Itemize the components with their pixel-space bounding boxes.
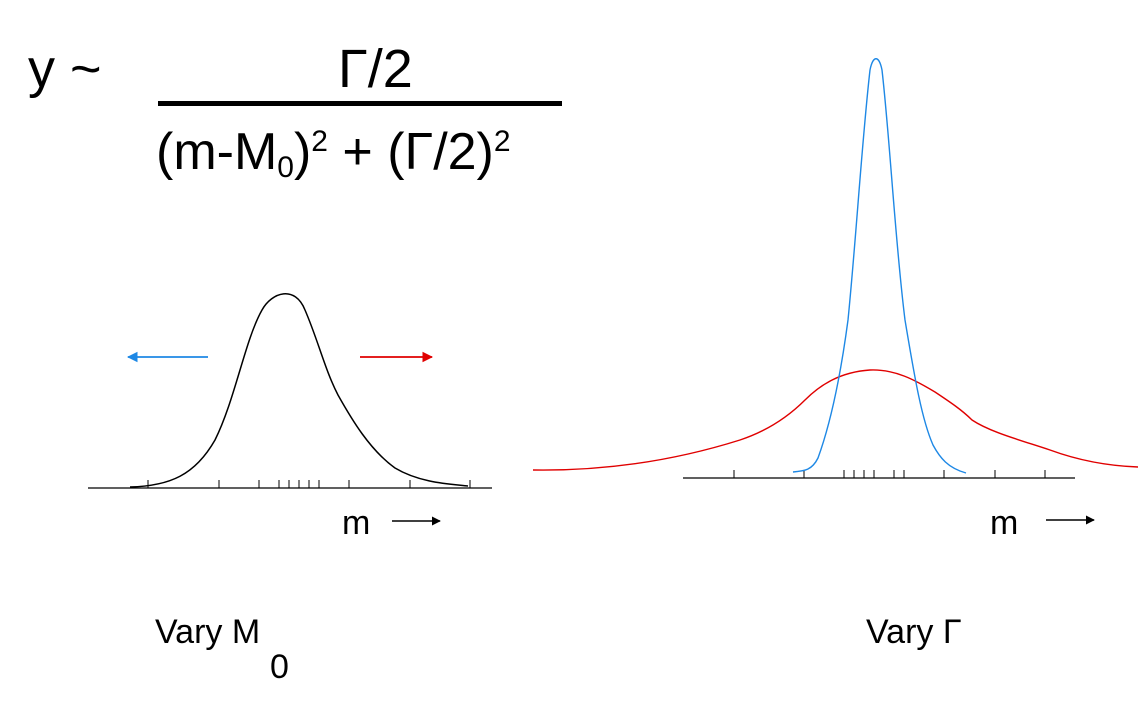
narrow-curve [792,58,967,474]
right-ticks [733,470,1046,478]
den-subscript: 0 [277,151,294,184]
caption-vary-m0-subscript: 0 [270,648,289,686]
den-superscript-1: 2 [311,125,328,158]
formula-denominator: (m-M0)2 + (Γ/2)2 [156,123,511,183]
wide-curve [532,369,1139,471]
right-axis-label: m [990,504,1019,542]
caption-vary-m0: Vary M [155,613,261,651]
formula-lhs: y ~ [28,39,102,99]
den-plus: + (Γ/2) [327,123,494,181]
den-open: (m-M [156,123,278,181]
left-peak-curve [129,293,469,488]
den-close: ) [293,123,312,181]
left-axis-label: m [342,504,371,542]
left-ticks [147,480,471,488]
den-superscript-2: 2 [493,125,511,158]
caption-vary-gamma: Vary Γ [866,613,962,651]
fraction-bar [158,101,562,106]
formula-numerator: Γ/2 [338,39,413,99]
